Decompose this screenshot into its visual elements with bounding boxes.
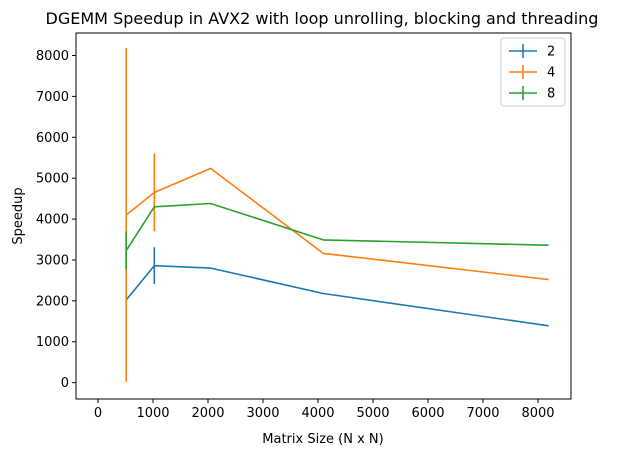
x-tick-label: 1000: [136, 406, 169, 421]
legend-item-4: 4: [509, 65, 555, 81]
legend: 2 4 8: [500, 37, 566, 107]
series-8: [125, 202, 549, 270]
y-tick-label: 0: [61, 376, 69, 391]
plot-area: [125, 48, 549, 382]
x-tick-label: 4000: [301, 406, 334, 421]
x-tick-label: 3000: [246, 406, 279, 421]
legend-label: 8: [547, 87, 555, 102]
y-axis-label: Speedup: [11, 187, 26, 244]
legend-item-2: 2: [509, 44, 555, 60]
y-tick-label: 7000: [36, 90, 69, 105]
y-tick-label: 1000: [36, 335, 69, 350]
x-tick-label: 2000: [191, 406, 224, 421]
y-tick-label: 4000: [36, 213, 69, 228]
chart-title: DGEMM Speedup in AVX2 with loop unrollin…: [46, 9, 599, 28]
y-tick-label: 3000: [36, 253, 69, 268]
x-tick-label: 8000: [521, 406, 554, 421]
y-axis: 0 1000 2000 3000 4000 5000 6000 7000 8000: [36, 49, 76, 391]
x-tick-label: 6000: [411, 406, 444, 421]
x-axis: 0 1000 2000 3000 4000 5000 6000 7000 8000: [94, 399, 555, 421]
legend-label: 4: [547, 66, 555, 81]
series-line-8: [125, 202, 549, 252]
series-2: [125, 247, 549, 327]
y-tick-label: 8000: [36, 49, 69, 64]
legend-label: 2: [547, 45, 555, 60]
x-tick-label: 5000: [356, 406, 389, 421]
y-tick-label: 2000: [36, 294, 69, 309]
legend-item-8: 8: [509, 86, 555, 102]
y-tick-label: 5000: [36, 172, 69, 187]
series-line-2: [125, 264, 549, 327]
x-tick-label: 7000: [466, 406, 499, 421]
x-tick-label: 0: [94, 406, 102, 421]
x-axis-label: Matrix Size (N x N): [262, 432, 383, 447]
series-line-4: [125, 167, 549, 281]
y-tick-label: 6000: [36, 131, 69, 146]
series-4: [125, 48, 549, 382]
axes-frame: [75, 32, 572, 400]
